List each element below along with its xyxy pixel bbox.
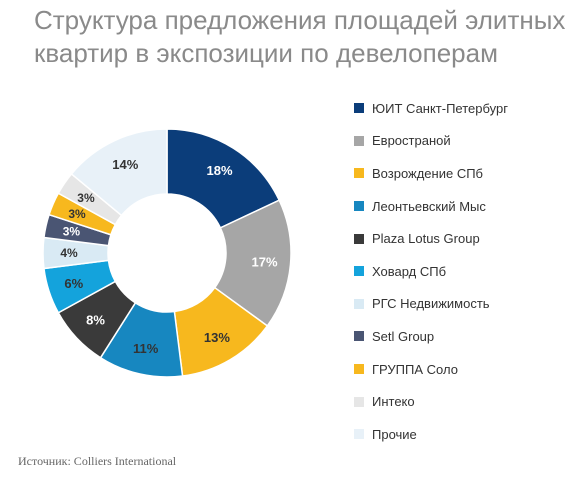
donut-slice-label-4: 11%	[133, 341, 159, 356]
donut-slice-label-6: 6%	[64, 276, 83, 291]
donut-slice-label-10: 3%	[77, 191, 95, 205]
legend-swatch	[354, 233, 364, 244]
legend-label: Возрождение СПб	[372, 165, 484, 181]
legend-label: ЮИТ Санкт-Петербург	[372, 100, 508, 116]
legend-item-10: Интеко	[354, 385, 578, 418]
legend-swatch	[354, 429, 364, 440]
legend-swatch	[354, 396, 364, 407]
donut-slice-label-11: 14%	[112, 157, 138, 172]
legend-item-9: ГРУППА Соло	[354, 353, 578, 386]
donut-slice-label-8: 3%	[63, 225, 81, 239]
legend-label: Прочие	[372, 426, 417, 442]
donut-slice-label-5: 8%	[86, 313, 105, 328]
legend-label: Plaza Lotus Group	[372, 231, 480, 247]
legend-swatch	[354, 298, 364, 309]
donut-slice-label-2: 17%	[252, 255, 278, 270]
legend-item-3: Возрождение СПб	[354, 157, 578, 190]
donut-slice-2	[213, 199, 292, 327]
legend-label: Леонтьевский Мыс	[372, 198, 486, 214]
legend-label: Евространой	[372, 133, 451, 149]
donut-slice-1	[166, 128, 281, 229]
legend-label: Ховард СПб	[372, 263, 447, 279]
legend-item-5: Plaza Lotus Group	[354, 222, 578, 255]
legend-label: РГС Недвижимость	[372, 296, 490, 312]
legend-swatch	[354, 135, 364, 146]
legend-swatch	[354, 364, 364, 375]
donut-slice-11	[70, 128, 168, 217]
legend-item-6: Ховард СПб	[354, 255, 578, 288]
chart-title: Структура предложения площадей элитных к…	[34, 4, 574, 70]
legend-item-2: Евространой	[354, 125, 578, 158]
chart-title-line-2: квартир в экспозиции по девелоперам	[34, 38, 498, 68]
legend-item-7: РГС Недвижимость	[354, 288, 578, 321]
legend-item-4: Леонтьевский Мыс	[354, 190, 578, 223]
legend-swatch	[354, 201, 364, 212]
legend-swatch	[354, 331, 364, 342]
legend-swatch	[354, 168, 364, 179]
legend-label: Интеко	[372, 394, 415, 410]
source-note: Источник: Colliers International	[18, 454, 177, 468]
legend-swatch	[354, 103, 364, 114]
donut-slice-label-9: 3%	[68, 207, 86, 221]
legend-label: Setl Group	[372, 328, 435, 344]
legend-item-1: ЮИТ Санкт-Петербург	[354, 92, 578, 125]
legend-label: ГРУППА Соло	[372, 361, 458, 377]
chart-legend: ЮИТ Санкт-Петербург Евространой Возрождени…	[354, 92, 578, 451]
donut-slice-label-1: 18%	[206, 163, 232, 178]
legend-item-8: Setl Group	[354, 320, 578, 353]
donut-slice-label-7: 4%	[60, 246, 78, 260]
chart-title-line-1: Структура предложения площадей элитных	[34, 5, 566, 35]
donut-slice-label-3: 13%	[204, 330, 230, 345]
legend-swatch	[354, 266, 364, 277]
legend-item-11: Прочие	[354, 418, 578, 451]
